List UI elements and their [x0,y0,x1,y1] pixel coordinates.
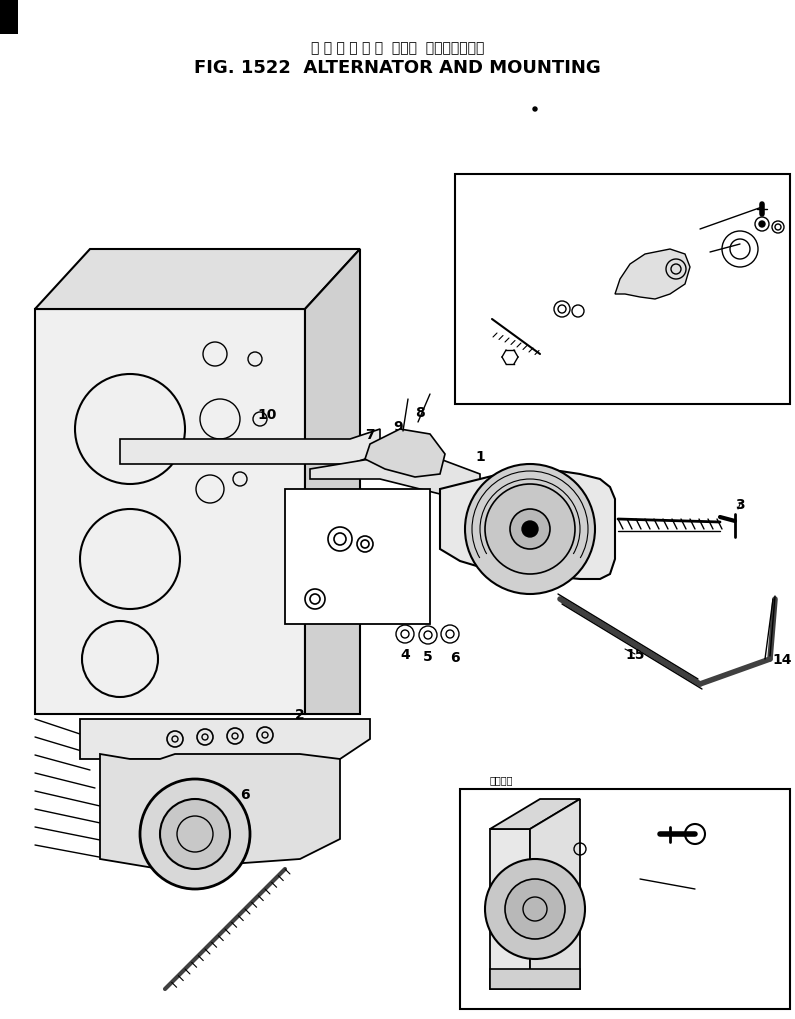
Text: 12: 12 [370,537,390,551]
Polygon shape [440,472,615,580]
Text: 11: 11 [463,313,483,327]
Polygon shape [615,250,690,300]
Polygon shape [365,430,445,478]
Text: 7: 7 [365,428,374,441]
Text: 9A: 9A [544,288,562,302]
Text: BC100  Engine No.86128~: BC100 Engine No.86128~ [640,389,760,398]
Polygon shape [100,754,340,869]
Text: 4: 4 [400,647,410,661]
Polygon shape [530,799,580,989]
Text: 2: 2 [295,707,304,721]
Text: D31.    Engine No.48231~: D31. Engine No.48231~ [490,799,607,808]
Text: 11: 11 [310,592,330,606]
Polygon shape [285,489,430,625]
Polygon shape [490,829,530,989]
Bar [455,175,790,405]
Circle shape [485,859,585,959]
Text: 6: 6 [240,788,250,801]
Text: 5: 5 [423,649,432,663]
Polygon shape [35,310,305,714]
Text: オ ル タ ネ ー タ  および  マウンティング: オ ル タ ネ ー タ および マウンティング [311,41,484,55]
Text: D30AM.Engine No.40001-: D30AM.Engine No.40001- [640,367,756,376]
Polygon shape [305,250,360,714]
Text: D31.    Engine No.40138~: D31. Engine No.40138~ [640,378,758,387]
Polygon shape [80,719,370,759]
Text: 12: 12 [562,275,582,288]
Circle shape [533,108,537,112]
Text: 2: 2 [690,892,700,906]
Text: 12: 12 [735,185,754,200]
Bar [460,790,790,1009]
Text: 3: 3 [735,497,745,512]
Circle shape [505,879,565,940]
Circle shape [485,484,575,575]
Circle shape [160,799,230,869]
Text: 10: 10 [258,408,277,422]
Text: 適用幢號: 適用幢號 [640,355,664,365]
Circle shape [522,522,538,537]
Polygon shape [310,460,480,494]
Text: 13: 13 [766,180,785,195]
Text: 2A: 2A [710,827,731,841]
Text: 14: 14 [772,652,792,666]
Polygon shape [490,969,580,989]
Text: BC100  Engine No.86128~: BC100 Engine No.86128~ [490,810,611,818]
Text: 9A: 9A [335,562,354,576]
Text: 7: 7 [665,211,675,225]
Circle shape [510,510,550,549]
Text: 1: 1 [700,239,710,254]
Circle shape [465,465,595,594]
Text: D30AM.Engine No.40001-: D30AM.Engine No.40001- [490,788,606,797]
Text: 15: 15 [625,647,645,661]
Circle shape [140,780,250,890]
Polygon shape [35,250,360,310]
Text: 9: 9 [394,420,403,433]
Polygon shape [120,430,380,465]
Text: FIG. 1522  ALTERNATOR AND MOUNTING: FIG. 1522 ALTERNATOR AND MOUNTING [194,59,601,76]
Text: 適用幢號: 適用幢號 [490,774,514,785]
Polygon shape [490,799,580,829]
Bar [0,0,18,35]
Text: 6: 6 [450,650,460,664]
Circle shape [759,222,765,228]
Text: 8: 8 [415,406,425,420]
Text: 1: 1 [475,449,485,464]
